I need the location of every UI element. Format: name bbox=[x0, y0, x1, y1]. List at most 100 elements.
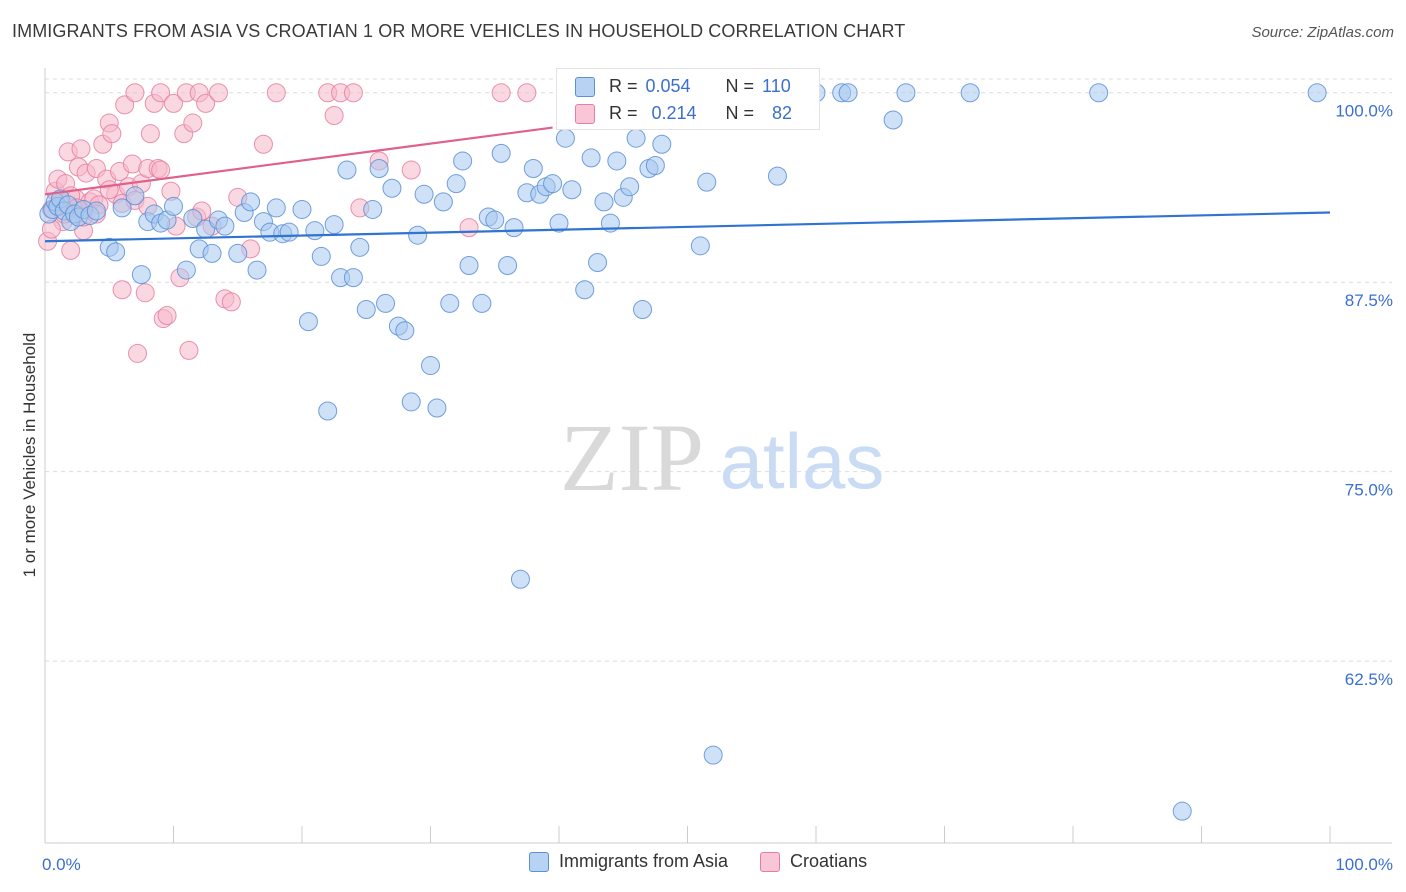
point-asia bbox=[183, 209, 203, 229]
point-asia bbox=[292, 199, 312, 219]
point-asia bbox=[607, 151, 627, 171]
point-croatian bbox=[208, 83, 228, 103]
tick-labels: 62.5% 75.0% 87.5% 100.0% 0.0% 100.0% bbox=[42, 102, 1393, 874]
point-asia bbox=[433, 192, 453, 212]
x-tick-label: 100.0% bbox=[1335, 855, 1393, 874]
point-asia bbox=[228, 243, 248, 263]
watermark: ZIP atlas bbox=[560, 404, 884, 511]
watermark-atlas: atlas bbox=[720, 417, 885, 505]
point-asia bbox=[555, 128, 575, 148]
point-croatian bbox=[266, 83, 286, 103]
point-asia bbox=[594, 192, 614, 212]
point-croatian bbox=[157, 306, 177, 326]
point-croatian bbox=[135, 283, 155, 303]
point-asia bbox=[266, 198, 286, 218]
point-asia bbox=[298, 312, 318, 332]
point-croatian bbox=[125, 83, 145, 103]
source-label: Source: ZipAtlas.com bbox=[1251, 24, 1394, 41]
point-asia bbox=[350, 237, 370, 257]
chart-title: IMMIGRANTS FROM ASIA VS CROATIAN 1 OR MO… bbox=[12, 21, 906, 41]
point-asia bbox=[633, 299, 653, 319]
point-croatian bbox=[115, 95, 135, 115]
stats-swatch-croatians bbox=[575, 103, 595, 124]
point-asia bbox=[363, 199, 383, 219]
point-asia bbox=[562, 180, 582, 200]
stats-n-label: N = bbox=[725, 103, 755, 123]
point-asia bbox=[279, 222, 299, 242]
point-croatian bbox=[324, 105, 344, 125]
point-asia bbox=[523, 159, 543, 179]
point-asia bbox=[382, 178, 402, 198]
point-croatian bbox=[164, 93, 183, 113]
point-asia bbox=[485, 210, 505, 230]
stats-n-value: 82 bbox=[772, 103, 793, 123]
point-asia bbox=[86, 201, 106, 221]
point-asia bbox=[697, 172, 717, 192]
point-asia bbox=[311, 246, 331, 266]
point-asia bbox=[395, 321, 415, 341]
point-asia bbox=[690, 236, 710, 256]
stats-row-croatians: R = 0.214 N = 82 bbox=[575, 103, 792, 124]
point-asia bbox=[414, 184, 434, 204]
y-tick-label: 62.5% bbox=[1345, 670, 1393, 689]
point-asia bbox=[575, 280, 595, 300]
point-croatian bbox=[183, 113, 203, 133]
point-asia bbox=[305, 221, 325, 241]
legend-swatch-croatians bbox=[760, 851, 781, 872]
point-croatian bbox=[179, 340, 199, 360]
point-asia bbox=[510, 569, 530, 589]
stats-n-label: N = bbox=[725, 76, 755, 96]
y-tick-label: 87.5% bbox=[1345, 291, 1393, 310]
point-croatian bbox=[140, 124, 160, 144]
point-asia bbox=[703, 745, 723, 765]
trend-lines bbox=[44, 126, 1331, 243]
data-points bbox=[38, 83, 1327, 821]
point-asia bbox=[164, 196, 183, 216]
point-asia bbox=[125, 186, 145, 206]
point-asia bbox=[176, 260, 196, 280]
point-asia bbox=[1307, 83, 1327, 103]
x-tick-label: 0.0% bbox=[42, 855, 81, 874]
stats-r-value: 0.054 bbox=[645, 76, 691, 96]
legend-label-croatians: Croatians bbox=[790, 851, 868, 871]
point-asia bbox=[106, 242, 126, 262]
point-croatian bbox=[99, 180, 119, 200]
trend-line-croatian bbox=[44, 126, 553, 196]
point-croatian bbox=[128, 343, 148, 363]
legend: Immigrants from Asia Croatians bbox=[529, 851, 899, 872]
y-tick-label: 75.0% bbox=[1345, 481, 1393, 500]
point-asia bbox=[1089, 83, 1109, 103]
point-croatian bbox=[491, 83, 511, 103]
y-tick-label: 100.0% bbox=[1335, 102, 1393, 121]
point-asia bbox=[446, 174, 466, 194]
point-asia bbox=[324, 215, 344, 235]
stats-r-label: R = bbox=[609, 76, 638, 96]
point-croatian bbox=[459, 218, 479, 238]
point-asia bbox=[376, 293, 396, 313]
point-asia bbox=[543, 174, 563, 194]
point-asia bbox=[453, 151, 473, 171]
point-croatian bbox=[112, 280, 132, 300]
point-asia bbox=[498, 256, 518, 276]
point-asia bbox=[652, 134, 672, 154]
point-asia bbox=[318, 401, 338, 421]
stats-r-label: R = bbox=[609, 103, 638, 123]
point-asia bbox=[241, 192, 261, 212]
legend-label-asia: Immigrants from Asia bbox=[559, 851, 729, 871]
point-asia bbox=[459, 256, 479, 276]
y-axis-label: 1 or more Vehicles in Household bbox=[20, 333, 39, 578]
point-croatian bbox=[61, 240, 81, 260]
trend-line-asia bbox=[44, 211, 1331, 243]
stats-n-value: 110 bbox=[762, 76, 791, 96]
point-croatian bbox=[196, 93, 216, 113]
point-asia bbox=[401, 392, 421, 412]
point-asia bbox=[1172, 801, 1192, 821]
point-asia bbox=[960, 83, 980, 103]
legend-swatch-asia bbox=[529, 851, 549, 872]
point-asia bbox=[896, 83, 916, 103]
point-asia bbox=[504, 218, 524, 238]
point-asia bbox=[343, 268, 363, 288]
point-croatian bbox=[343, 83, 363, 103]
point-asia bbox=[620, 177, 640, 197]
